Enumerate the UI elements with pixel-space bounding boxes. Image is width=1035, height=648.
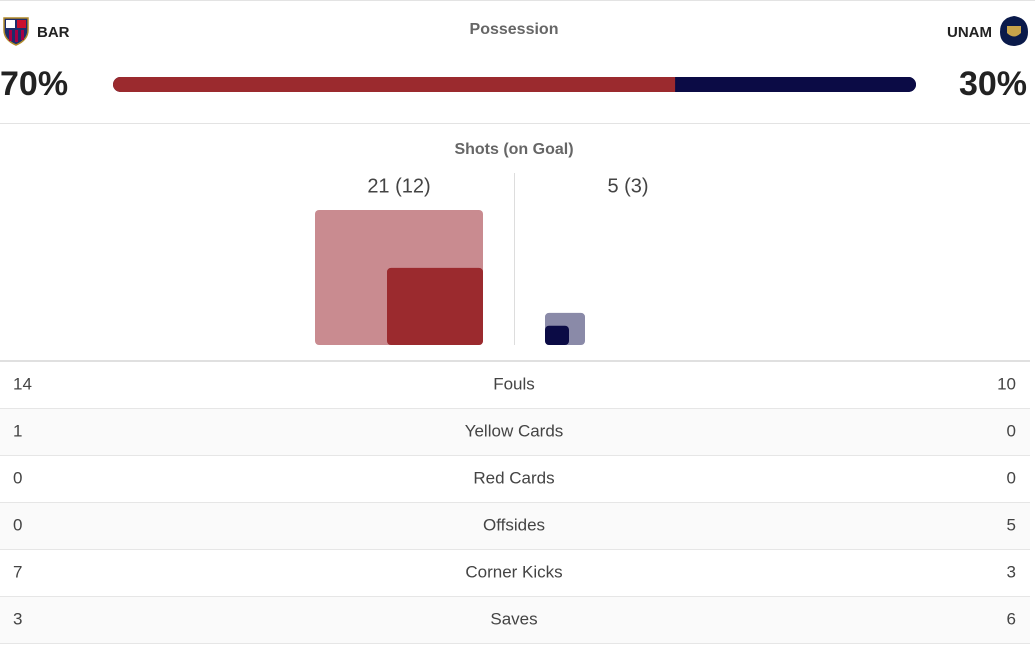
stat-home: 0 xyxy=(13,468,22,487)
stat-away: 0 xyxy=(1007,468,1016,487)
stat-name: Corner Kicks xyxy=(465,562,562,581)
home-crest xyxy=(3,17,29,46)
away-possession: 30% xyxy=(959,65,1027,103)
possession-away xyxy=(676,77,917,92)
away-crest xyxy=(1000,16,1028,46)
stat-away: 6 xyxy=(1007,609,1016,628)
stat-row xyxy=(0,409,1030,455)
stat-away: 0 xyxy=(1007,421,1016,440)
home-abbr: BAR xyxy=(37,24,70,41)
stat-row xyxy=(0,456,1030,502)
stat-away: 3 xyxy=(1007,562,1016,581)
stat-home: 7 xyxy=(13,562,22,581)
shots-title: Shots (on Goal) xyxy=(454,141,573,158)
stat-row xyxy=(0,362,1030,408)
stat-row xyxy=(0,597,1030,643)
stat-name: Saves xyxy=(490,609,537,628)
stat-name: Fouls xyxy=(493,374,535,393)
away-shots-on-goal xyxy=(545,325,569,345)
possession-title: Possession xyxy=(470,21,559,38)
away-shots: 5 (3) xyxy=(607,175,648,197)
home-shots: 21 (12) xyxy=(367,175,430,197)
stat-home: 0 xyxy=(13,515,22,534)
stat-name: Yellow Cards xyxy=(465,421,564,440)
stat-away: 5 xyxy=(1007,515,1016,534)
away-abbr: UNAM xyxy=(947,24,992,41)
stat-row xyxy=(0,503,1030,549)
stat-away: 10 xyxy=(997,374,1016,393)
stat-home: 1 xyxy=(13,421,22,440)
stat-home: 14 xyxy=(13,374,32,393)
possession-home xyxy=(113,77,676,92)
home-shots-on-goal xyxy=(387,267,483,345)
stat-row xyxy=(0,550,1030,596)
stat-home: 3 xyxy=(13,609,22,628)
stat-name: Red Cards xyxy=(473,468,554,487)
home-possession: 70% xyxy=(0,65,68,103)
stat-name: Offsides xyxy=(483,515,545,534)
